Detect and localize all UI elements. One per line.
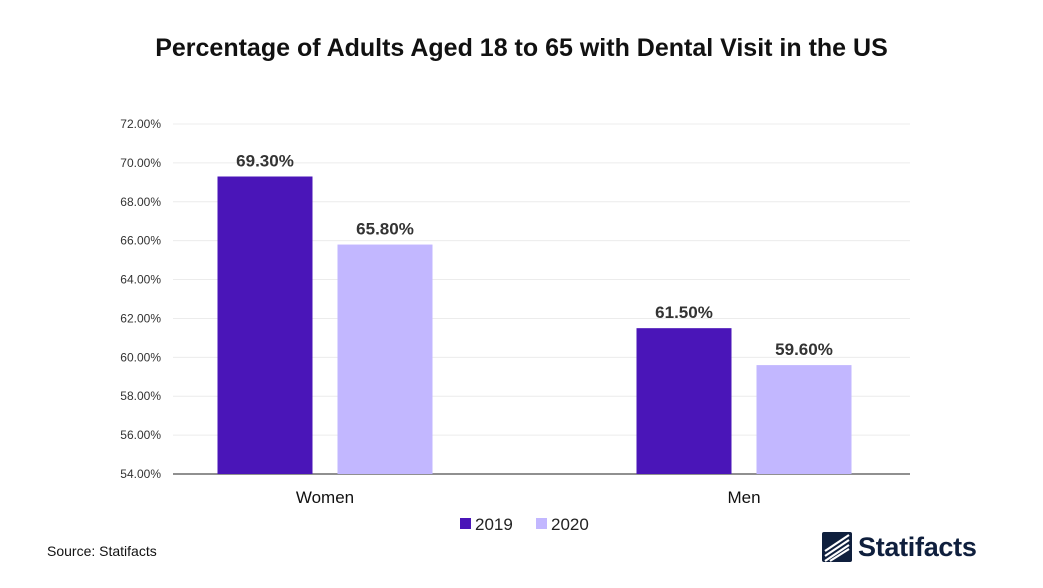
legend-label: 2020 (551, 515, 589, 534)
bars (217, 176, 852, 474)
y-tick-label: 68.00% (120, 195, 161, 209)
data-label: 65.80% (356, 220, 414, 239)
y-tick-label: 54.00% (120, 467, 161, 481)
data-labels: 69.30% 61.50% 65.80% 59.60% (236, 152, 833, 360)
y-tick-label: 58.00% (120, 389, 161, 403)
bar-2020-women (337, 244, 433, 474)
chart-title: Percentage of Adults Aged 18 to 65 with … (155, 34, 888, 62)
y-tick-label: 60.00% (120, 350, 161, 364)
brand-logo: Statifacts (822, 529, 977, 565)
brand-name: Statifacts (858, 531, 977, 562)
bar-2019-men (636, 328, 732, 474)
y-tick-label: 56.00% (120, 428, 161, 442)
y-tick-label: 70.00% (120, 156, 161, 170)
data-label: 59.60% (775, 340, 833, 359)
x-axis: Women Men (296, 488, 761, 507)
bar-2020-men (756, 365, 852, 474)
y-tick-label: 64.00% (120, 273, 161, 287)
data-label: 69.30% (236, 152, 294, 171)
statifacts-logo-icon (822, 532, 852, 562)
legend-swatch (460, 518, 471, 529)
data-label: 61.50% (655, 303, 713, 322)
y-tick-label: 72.00% (120, 117, 161, 131)
y-tick-label: 66.00% (120, 234, 161, 248)
x-tick-label: Women (296, 488, 354, 507)
y-tick-label: 62.00% (120, 311, 161, 325)
legend-label: 2019 (475, 515, 513, 534)
x-tick-label: Men (727, 488, 760, 507)
bar-2019-women (217, 176, 313, 474)
legend-swatch (536, 518, 547, 529)
y-axis: 54.00% 56.00% 58.00% 60.00% 62.00% 64.00% 66.0… (120, 117, 161, 481)
source-note: Source: Statifacts (47, 543, 157, 559)
legend: 2019 2020 (460, 515, 589, 534)
